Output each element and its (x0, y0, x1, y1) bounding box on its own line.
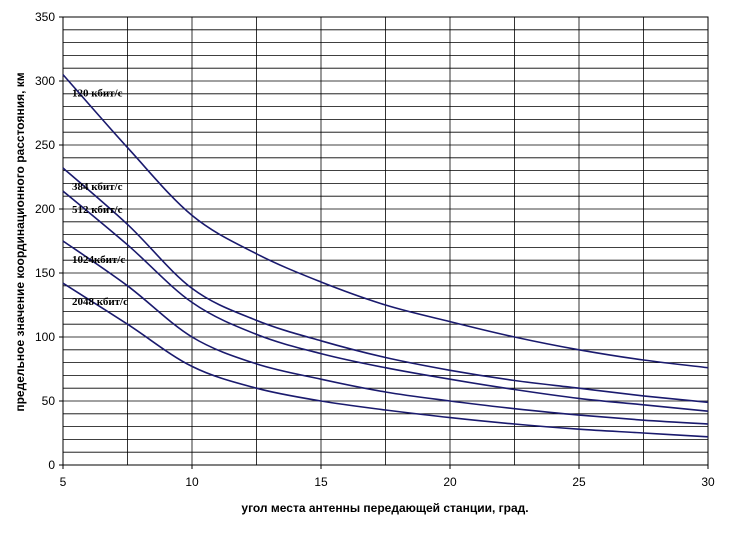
x-tick-label: 15 (314, 475, 328, 489)
y-tick-label: 300 (35, 74, 55, 88)
x-tick-label: 20 (443, 475, 457, 489)
x-tick-label: 25 (572, 475, 586, 489)
y-tick-label: 100 (35, 330, 55, 344)
x-tick-label: 10 (185, 475, 199, 489)
series-label-3: 512 кбит/с (72, 204, 123, 216)
series-label-layer: 120 кбит/с 384 кбит/с 512 кбит/с 1024кбит/с… (72, 88, 128, 309)
series-label-5: 2048 кбит/с (72, 296, 128, 308)
series-line-2 (62, 167, 709, 404)
y-tick-label: 0 (48, 458, 55, 472)
series-label-4: 1024кбит/с (72, 254, 125, 266)
y-tick-label: 50 (42, 394, 56, 408)
x-tick-label: 5 (60, 475, 67, 489)
series-line-4 (62, 240, 709, 425)
y-tick-label: 200 (35, 202, 55, 216)
series-layer (62, 74, 709, 438)
y-tick-label: 250 (35, 138, 55, 152)
x-axis-title: угол места антенны передающей станции, г… (241, 501, 528, 515)
series-line-5 (62, 282, 709, 438)
series-line-3 (62, 190, 709, 412)
y-tick-label: 350 (35, 10, 55, 24)
y-axis-title: предельное значение координационного рас… (13, 72, 27, 411)
grid-layer (62, 16, 709, 466)
x-tick-label: 30 (701, 475, 715, 489)
series-label-2: 384 кбит/с (72, 181, 123, 193)
y-tick-label: 150 (35, 266, 55, 280)
series-line-1 (62, 74, 709, 369)
series-label-1: 120 кбит/с (72, 88, 123, 100)
